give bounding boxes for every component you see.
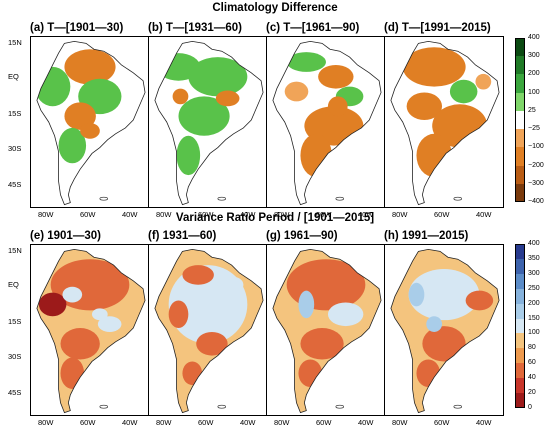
colorbar-segment bbox=[515, 38, 525, 57]
latitude-tick-label: 15S bbox=[8, 317, 22, 326]
panel-title: (a) T—[1901—30) bbox=[30, 22, 124, 34]
latitude-tick-label: 15N bbox=[8, 246, 22, 255]
colorbar-tick-label: −300 bbox=[528, 179, 544, 187]
panel-title: (c) T—[1961—90) bbox=[266, 22, 360, 34]
south-america-map bbox=[272, 40, 382, 206]
south-america-map bbox=[272, 248, 382, 414]
colorbar-tick-label: −400 bbox=[528, 198, 544, 205]
longitude-tick-label: 80W bbox=[392, 210, 408, 219]
latitude-tick-label: 30S bbox=[8, 352, 22, 361]
south-america-map bbox=[390, 248, 500, 414]
south-america-map bbox=[36, 40, 146, 206]
colorbar-segment bbox=[515, 129, 525, 148]
colorbar-tick-label: 350 bbox=[528, 254, 540, 262]
colorbar-tick-label: −100 bbox=[528, 143, 544, 151]
map-panel bbox=[266, 244, 386, 416]
colorbar-segment bbox=[515, 110, 525, 130]
colorbar-segment bbox=[515, 74, 525, 93]
longitude-tick-label: 60W bbox=[316, 210, 332, 219]
colorbar-segment bbox=[515, 273, 525, 289]
colorbar-segment bbox=[515, 147, 525, 166]
south-america-map bbox=[154, 40, 264, 206]
longitude-tick-label: 40W bbox=[240, 210, 256, 219]
latitude-tick-label: 15S bbox=[8, 109, 22, 118]
colorbar-tick-label: 200 bbox=[528, 299, 540, 307]
climatology-title: Climatology Difference bbox=[212, 2, 338, 14]
panel-title: (f) 1931—60) bbox=[148, 230, 217, 242]
longitude-tick-label: 80W bbox=[156, 210, 172, 219]
south-america-map bbox=[36, 248, 146, 414]
colorbar-tick-label: 250 bbox=[528, 284, 540, 292]
map-panel bbox=[266, 36, 386, 208]
colorbar-segment bbox=[515, 244, 525, 259]
colorbar-tick-label: 40 bbox=[528, 374, 536, 382]
south-america-map bbox=[154, 248, 264, 414]
colorbar-segment bbox=[515, 288, 525, 304]
latitude-tick-label: 15N bbox=[8, 38, 22, 47]
longitude-tick-label: 80W bbox=[274, 210, 290, 219]
colorbar-tick-label: 0 bbox=[528, 404, 532, 411]
latitude-tick-label: 30S bbox=[8, 144, 22, 153]
colorbar-tick-label: 150 bbox=[528, 314, 540, 322]
colorbar-tick-label: −25 bbox=[528, 125, 540, 133]
colorbar-segment bbox=[515, 333, 525, 349]
map-panel bbox=[384, 244, 504, 416]
colorbar-tick-label: 200 bbox=[528, 70, 540, 78]
climatology-colorbar: 400 300 200 100 25 −25 −100 −200 −300 −400 bbox=[515, 34, 550, 205]
longitude-tick-label: 40W bbox=[122, 210, 138, 219]
variance-ratio-colorbar: 400 350 300 250 200 150 100 80 60 40 20 0 bbox=[515, 240, 550, 411]
latitude-tick-label: 45S bbox=[8, 388, 22, 397]
colorbar-segment bbox=[515, 348, 525, 364]
colorbar-tick-label: 20 bbox=[528, 389, 536, 397]
map-panel bbox=[148, 36, 268, 208]
colorbar-tick-label: 100 bbox=[528, 329, 540, 337]
latitude-tick-label: EQ bbox=[8, 72, 19, 81]
longitude-tick-label: 80W bbox=[38, 210, 54, 219]
longitude-tick-label: 60W bbox=[80, 210, 96, 219]
panel-title: (e) 1901—30) bbox=[30, 230, 101, 242]
colorbar-tick-label: 400 bbox=[528, 34, 540, 41]
map-panel bbox=[30, 244, 150, 416]
colorbar-segment bbox=[515, 378, 525, 394]
colorbar-tick-label: 100 bbox=[528, 88, 540, 96]
panel-title: (d) T—[1991—2015) bbox=[384, 22, 491, 34]
latitude-tick-label: 45S bbox=[8, 180, 22, 189]
colorbar-tick-label: 80 bbox=[528, 344, 536, 352]
colorbar-segment bbox=[515, 258, 525, 274]
colorbar-tick-label: −200 bbox=[528, 161, 544, 169]
colorbar-tick-label: 300 bbox=[528, 52, 540, 60]
panel-title: (h) 1991—2015) bbox=[384, 230, 469, 242]
south-america-map bbox=[390, 40, 500, 206]
latitude-tick-label: EQ bbox=[8, 280, 19, 289]
colorbar-segment bbox=[515, 56, 525, 75]
map-panel bbox=[384, 36, 504, 208]
colorbar-segment bbox=[515, 303, 525, 319]
map-panel bbox=[30, 36, 150, 208]
colorbar-segment bbox=[515, 393, 525, 408]
longitude-tick-label: 60W bbox=[198, 210, 214, 219]
variance-ratio-title: Variance Ratio Period / [1901—2015] bbox=[175, 212, 375, 224]
longitude-tick-label: 40W bbox=[476, 210, 492, 219]
colorbar-segment bbox=[515, 318, 525, 334]
colorbar-segment bbox=[515, 92, 525, 111]
colorbar-segment bbox=[515, 363, 525, 379]
map-panel bbox=[148, 244, 268, 416]
longitude-tick-label: 60W bbox=[434, 210, 450, 219]
colorbar-tick-label: 60 bbox=[528, 359, 536, 367]
longitude-tick-label: 40W bbox=[358, 210, 374, 219]
panel-title: (b) T—[1931—60) bbox=[148, 22, 242, 34]
colorbar-tick-label: 400 bbox=[528, 240, 540, 247]
colorbar-tick-label: 300 bbox=[528, 269, 540, 277]
colorbar-segment bbox=[515, 183, 525, 202]
panel-title: (g) 1961—90) bbox=[266, 230, 338, 242]
colorbar-segment bbox=[515, 165, 525, 184]
colorbar-tick-label: 25 bbox=[528, 106, 536, 114]
